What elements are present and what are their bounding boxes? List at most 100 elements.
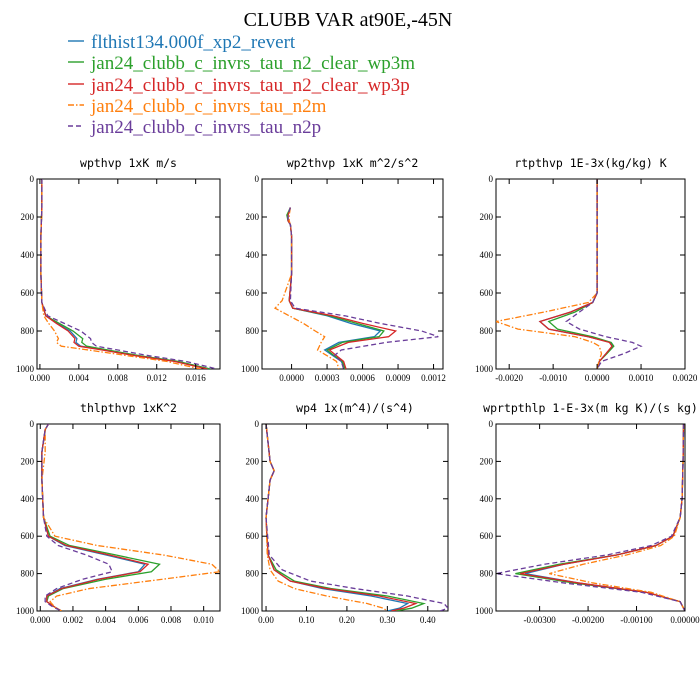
panel-title: wp2thvp 1xK m^2/s^2: [287, 156, 419, 170]
panel-1: wp2thvp 1xK m^2/s^2 0 200 400 600 800 1000 0.00…: [241, 156, 446, 383]
series-line-1: [40, 179, 211, 369]
xtick-label: 0.0020: [673, 373, 698, 383]
ytick-label: 0: [255, 174, 260, 184]
series-line-2: [265, 424, 418, 611]
legend-label-1: jan24_clubb_c_invrs_tau_n2_clear_wp3m: [90, 53, 415, 74]
ytick-label: 200: [21, 456, 35, 466]
series-line-2: [41, 424, 150, 611]
series-line-2: [287, 207, 398, 369]
xtick-label: 0.10: [299, 615, 315, 625]
ytick-label: 200: [21, 212, 35, 222]
series-line-4: [265, 424, 448, 611]
xtick-label: 0.000: [30, 373, 51, 383]
legend-item: flthist134.000f_xp2_revert: [68, 32, 296, 53]
panel-title: wp4 1x(m^4)/(s^4): [296, 401, 414, 415]
plot-frame: [261, 178, 444, 370]
ytick-label: 1000: [475, 364, 494, 374]
ytick-label: 800: [480, 326, 494, 336]
series-line-2: [538, 179, 613, 369]
ytick-label: 600: [21, 531, 35, 541]
series-line-3: [273, 207, 340, 369]
panel-title: wpthvp 1xK m/s: [80, 156, 177, 170]
legend-item: jan24_clubb_c_invrs_tau_n2_clear_wp3p: [68, 75, 410, 96]
xtick-label: 0.000: [30, 615, 51, 625]
legend-label-3: jan24_clubb_c_invrs_tau_n2m: [90, 96, 327, 117]
plot-frame: [36, 178, 221, 370]
xtick-label: -0.00100: [620, 615, 653, 625]
xtick-label: -0.00200: [572, 615, 605, 625]
series-line-4: [40, 179, 218, 369]
series-group: [41, 424, 220, 611]
xtick-label: 0.0000: [279, 373, 304, 383]
series-group: [265, 424, 448, 611]
series-line-0: [287, 207, 382, 369]
ytick-label: 800: [480, 569, 494, 579]
ytick-label: 0: [489, 419, 494, 429]
ytick-label: 600: [480, 531, 494, 541]
ytick-label: 800: [21, 569, 35, 579]
panel-title: thlpthvp 1xK^2: [80, 401, 177, 415]
xtick-label: 0.0009: [386, 373, 411, 383]
xtick-label: 0.008: [108, 373, 129, 383]
series-line-4: [287, 207, 439, 369]
plot-frame: [261, 423, 449, 612]
figure-title: CLUBB VAR at90E,-45N: [244, 9, 453, 31]
series-group: [496, 424, 685, 611]
ytick-label: 200: [246, 212, 260, 222]
series-line-3: [496, 179, 603, 369]
ytick-label: 400: [21, 494, 35, 504]
legend-item: jan24_clubb_c_invrs_tau_n2_clear_wp3m: [68, 53, 415, 74]
xtick-label: 0.002: [63, 615, 83, 625]
ytick-label: 400: [480, 250, 494, 260]
ytick-label: 1000: [241, 606, 260, 616]
ytick-label: 0: [489, 174, 494, 184]
xtick-label: 0.004: [69, 373, 90, 383]
series-line-1: [41, 424, 161, 611]
legend: flthist134.000f_xp2_revert jan24_clubb_c…: [68, 32, 415, 138]
xtick-label: 0.0006: [350, 373, 375, 383]
ytick-label: 200: [480, 212, 494, 222]
ytick-label: 400: [21, 250, 35, 260]
series-line-1: [265, 424, 427, 611]
series-line-0: [265, 424, 410, 611]
xtick-label: 0.0012: [421, 373, 446, 383]
ytick-label: 0: [30, 174, 35, 184]
panel-title: wprtpthlp 1-E-3x(m kg K)/(s kg): [483, 401, 698, 415]
xtick-label: 0.40: [420, 615, 436, 625]
legend-label-2: jan24_clubb_c_invrs_tau_n2_clear_wp3p: [90, 75, 410, 96]
series-line-4: [41, 424, 114, 611]
panel-5: wprtpthlp 1-E-3x(m kg K)/(s kg) 0 200 400 60…: [475, 401, 700, 625]
ytick-label: 600: [246, 531, 260, 541]
series-group: [273, 207, 439, 369]
legend-item: jan24_clubb_c_invrs_tau_n2m: [68, 96, 327, 117]
legend-label-4: jan24_clubb_c_invrs_tau_n2p: [90, 117, 321, 138]
series-line-2: [40, 179, 208, 369]
series-line-1: [515, 424, 685, 611]
series-line-3: [40, 179, 201, 369]
xtick-label: 0.00: [258, 615, 274, 625]
series-group: [496, 179, 643, 369]
ytick-label: 800: [246, 569, 260, 579]
xtick-label: -0.0010: [539, 373, 567, 383]
ytick-label: 400: [246, 494, 260, 504]
ytick-label: 800: [21, 326, 35, 336]
ytick-label: 600: [246, 288, 260, 298]
xtick-label: -0.00300: [523, 615, 556, 625]
ytick-label: 200: [246, 456, 260, 466]
series-line-3: [265, 424, 388, 611]
xtick-label: 0.004: [96, 615, 117, 625]
ytick-label: 1000: [16, 606, 35, 616]
series-line-2: [520, 424, 685, 611]
plot-frame: [495, 178, 686, 370]
xtick-label: 0.00000: [670, 615, 700, 625]
plot-frame: [495, 423, 686, 612]
plot-frame: [36, 423, 221, 612]
ytick-label: 400: [246, 250, 260, 260]
panel-title: rtpthvp 1E-3x(kg/kg) K: [514, 156, 666, 170]
panel-2: rtpthvp 1E-3x(kg/kg) K02004006008001000-…: [475, 156, 698, 383]
legend-item: jan24_clubb_c_invrs_tau_n2p: [68, 117, 321, 138]
xtick-label: 0.30: [379, 615, 395, 625]
